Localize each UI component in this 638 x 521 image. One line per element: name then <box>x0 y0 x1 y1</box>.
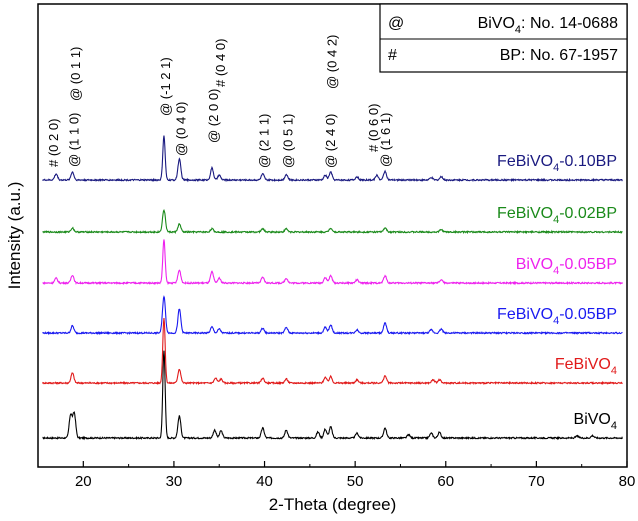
reference-symbol: @ <box>388 15 404 32</box>
series-label-suffix: -0.02BP <box>559 205 617 222</box>
series-label-suffix: -0.05BP <box>559 256 617 273</box>
series-label: FeBiVO4-0.02BP <box>497 205 617 226</box>
x-tick-label: 70 <box>528 473 545 490</box>
series-trace <box>42 350 623 441</box>
reference-entry: BiVO4: No. 14-0688 <box>478 15 619 36</box>
peak-label: @ (0 4 2) <box>325 35 340 89</box>
xrd-traces <box>42 135 623 441</box>
peak-label: @ (-1 2 1) <box>158 57 173 116</box>
x-axis-title: 2-Theta (degree) <box>269 495 397 514</box>
x-tick-label: 30 <box>166 473 183 490</box>
x-tick-label: 50 <box>347 473 364 490</box>
series-label-name: BiVO <box>516 256 553 273</box>
peak-label: # (0 6 0) <box>366 104 381 152</box>
reference-symbol: # <box>388 47 397 64</box>
series-trace <box>42 239 623 286</box>
reference-legend: @ BiVO4: No. 14-0688 # BP: No. 67-1957 <box>379 3 628 73</box>
series-label-sub: 4 <box>553 214 559 226</box>
series-trace <box>42 318 623 386</box>
peak-label: @ (0 5 1) <box>280 114 295 168</box>
peak-label: # (0 4 0) <box>213 39 228 87</box>
reference-name: BP <box>500 47 521 64</box>
series-trace <box>42 295 623 336</box>
series-label-sub: 4 <box>553 162 559 174</box>
peak-label: @ (2 4 0) <box>323 114 338 168</box>
reference-entry: BP: No. 67-1957 <box>500 47 618 64</box>
series-labels: BiVO4FeBiVO4FeBiVO4-0.05BPBiVO4-0.05BPFe… <box>497 153 617 432</box>
series-label-name: FeBiVO <box>555 356 611 373</box>
series-trace <box>42 209 623 235</box>
peak-label: @ (2 0 0) <box>206 89 221 143</box>
series-label: BiVO4-0.05BP <box>516 256 617 277</box>
reference-name: BiVO <box>478 15 515 32</box>
reference-sub: 4 <box>515 24 521 36</box>
series-label-name: FeBiVO <box>497 205 553 222</box>
peak-label: @ (0 1 1) <box>68 47 83 101</box>
plot-frame <box>37 3 628 468</box>
series-label: FeBiVO4-0.05BP <box>497 306 617 327</box>
peak-label: @ (1 1 0) <box>66 113 81 167</box>
peak-label: @ (0 4 0) <box>173 102 188 156</box>
series-label: FeBiVO4 <box>555 356 617 377</box>
reference-number: : No. 14-0688 <box>521 15 618 32</box>
peak-label: @ (2 1 1) <box>257 114 272 168</box>
peak-label: @ (1 6 1) <box>378 113 393 167</box>
series-label: BiVO4 <box>574 411 617 432</box>
series-label-suffix: -0.05BP <box>559 306 617 323</box>
x-tick-label: 60 <box>437 473 454 490</box>
y-axis-title: Intensity (a.u.) <box>5 182 24 290</box>
series-trace <box>42 135 623 183</box>
x-tick-label: 80 <box>619 473 636 490</box>
reference-number: : No. 67-1957 <box>521 47 618 64</box>
x-axis: 20 30 40 50 60 70 80 <box>37 461 636 490</box>
reference-legend-box <box>379 3 628 73</box>
series-label-name: FeBiVO <box>497 153 553 170</box>
series-label-sub: 4 <box>553 315 559 327</box>
series-label-sub: 4 <box>611 420 617 432</box>
x-tick-label: 20 <box>75 473 92 490</box>
peak-label: # (0 2 0) <box>46 119 61 167</box>
series-label-suffix: -0.10BP <box>559 153 617 170</box>
series-label-name: FeBiVO <box>497 306 553 323</box>
series-label-name: BiVO <box>574 411 611 428</box>
series-label: FeBiVO4-0.10BP <box>497 153 617 174</box>
x-tick-label: 40 <box>256 473 273 490</box>
series-label-sub: 4 <box>611 365 617 377</box>
series-label-sub: 4 <box>553 265 559 277</box>
peak-labels: # (0 2 0) @ (1 1 0)@ (0 1 1) @ (-1 2 1)@ (… <box>46 35 393 168</box>
